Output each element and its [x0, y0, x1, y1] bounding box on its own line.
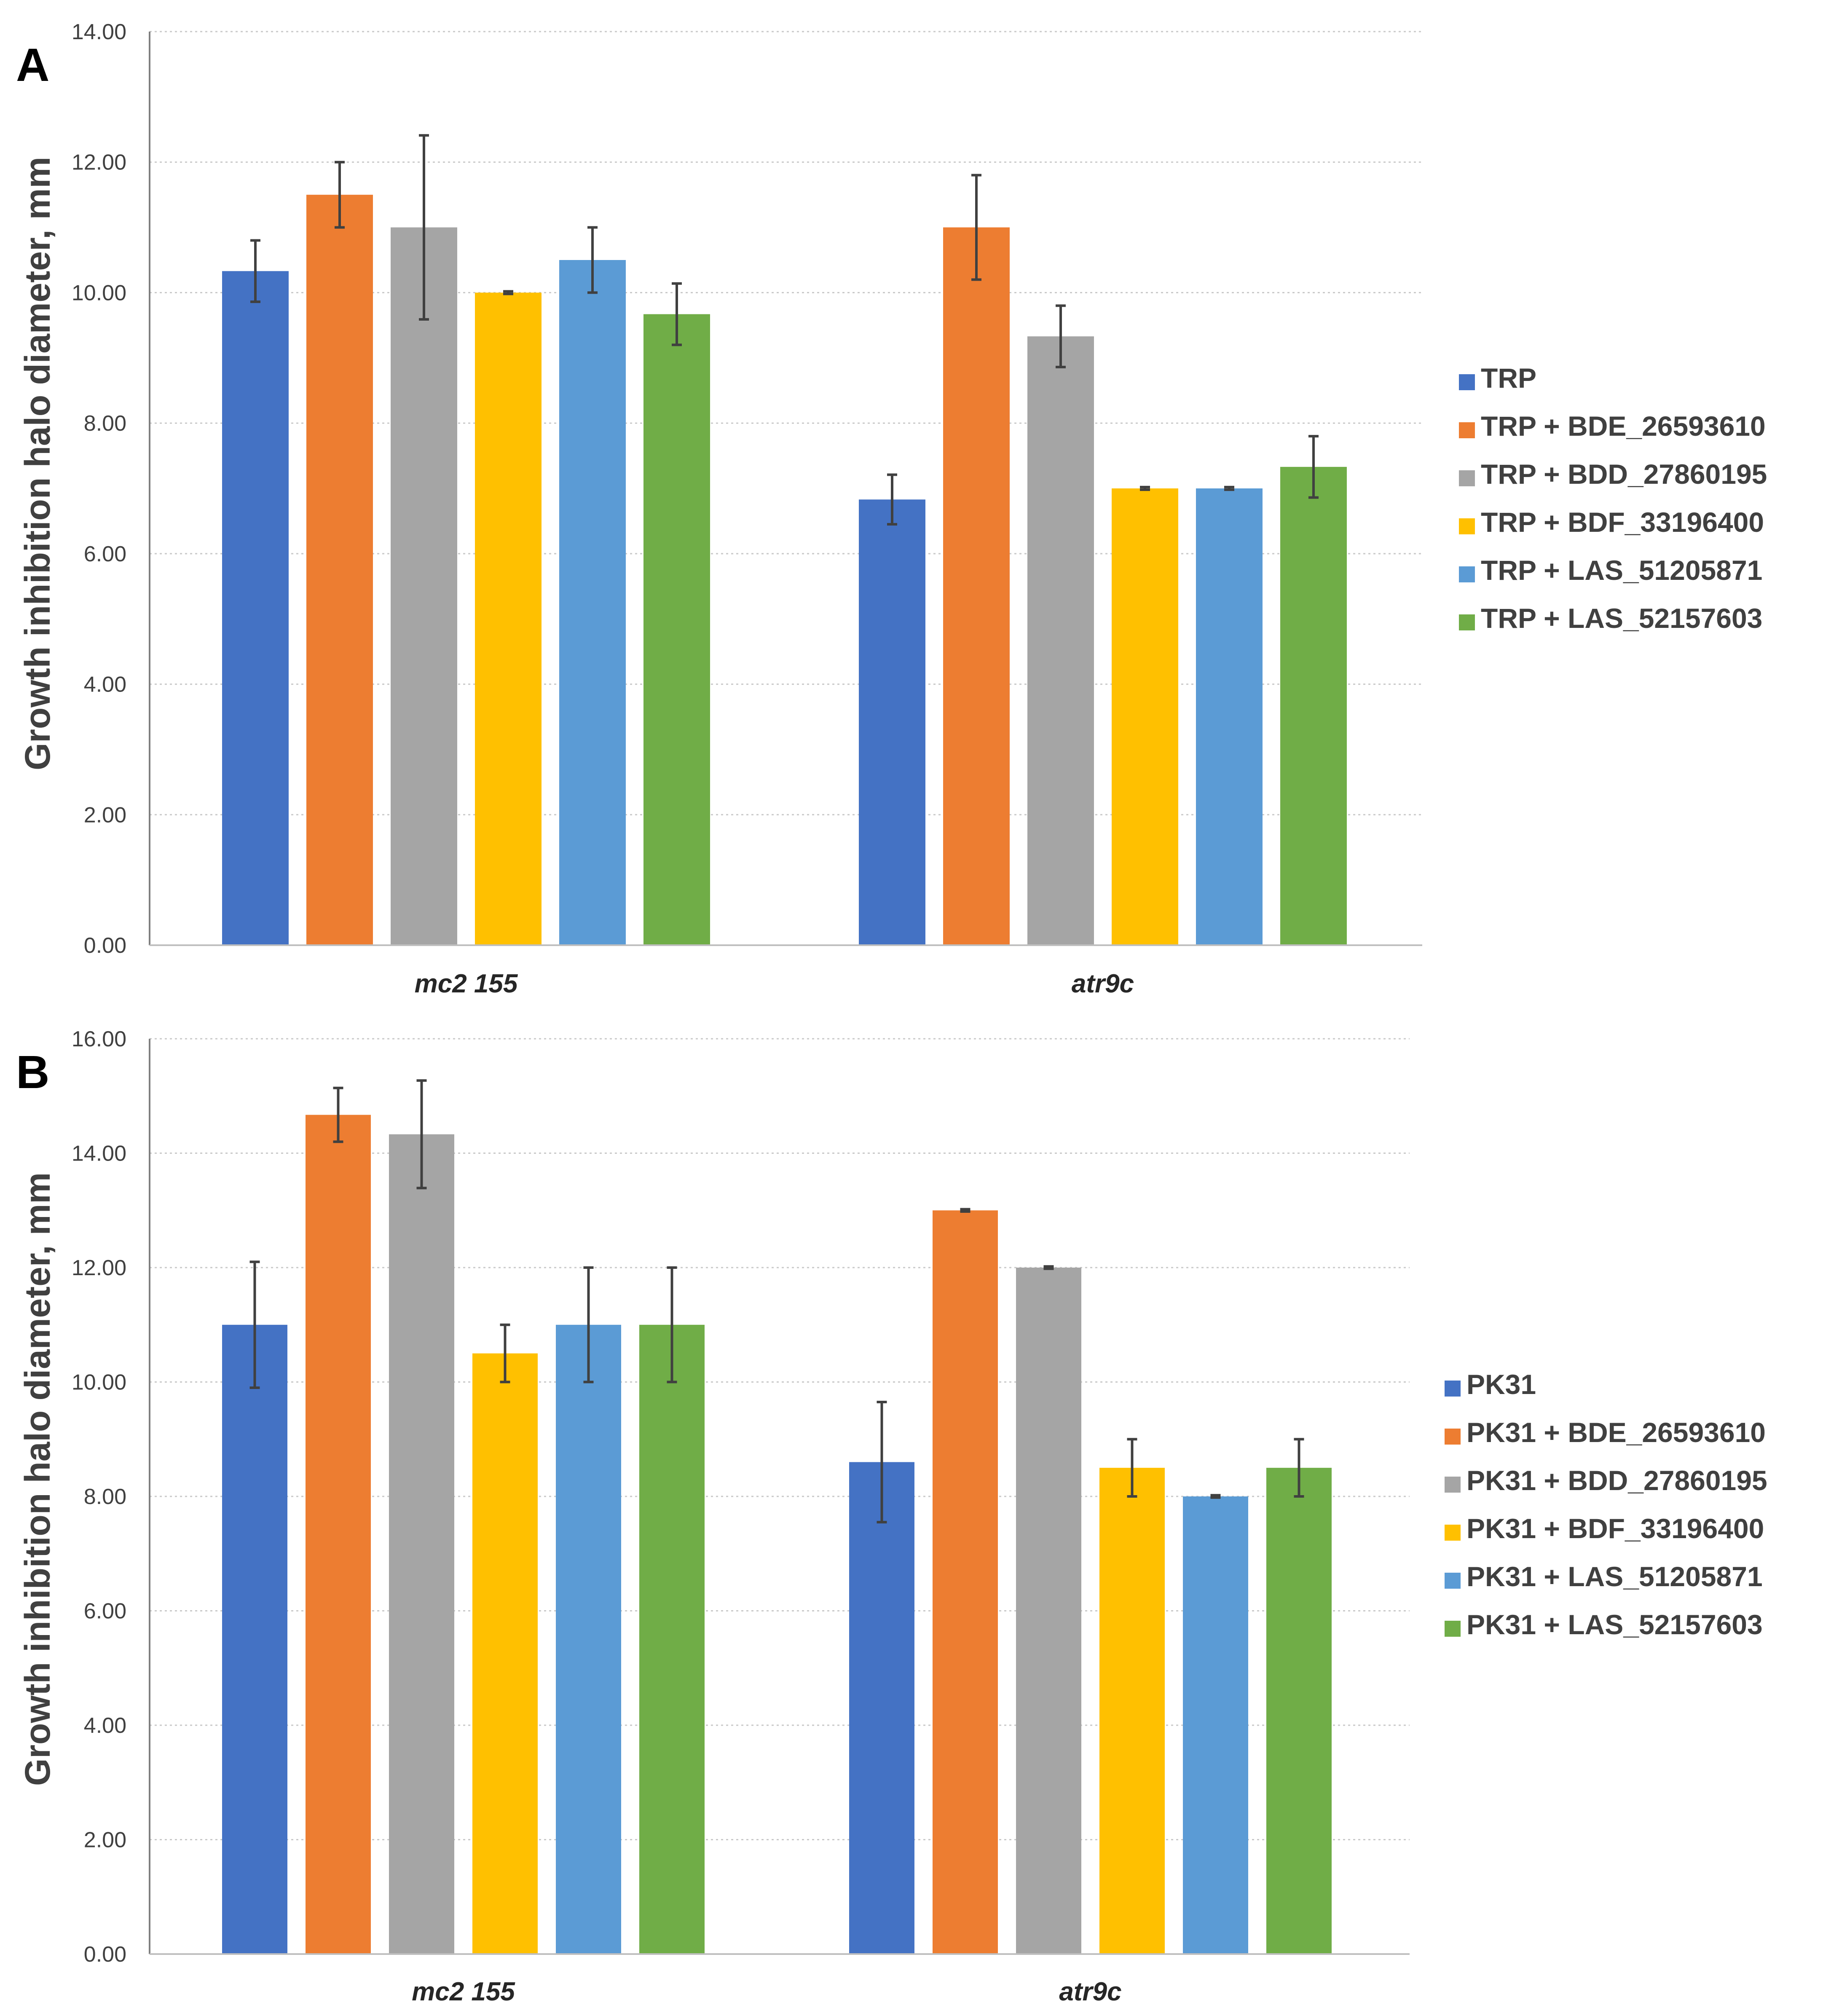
panel-b-y-axis-label: Growth inhibition halo diameter, mm	[18, 1172, 57, 1786]
panel-b-bar	[389, 1134, 454, 1954]
panel-b-y-tick-label: 8.00	[84, 1485, 126, 1509]
panel-a-y-ticks: 0.00 2.00 4.00 6.00 8.00 10.00 12.00 14.00	[72, 20, 126, 958]
panel-a-legend-label: TRP + BDE_26593610	[1481, 410, 1766, 442]
panel-a-y-tick-label: 6.00	[84, 542, 126, 566]
panel-a-category-labels: mc2 155 atr9c	[415, 969, 1134, 998]
panel-a-legend-swatch	[1459, 518, 1475, 534]
panel-a-y-tick-label: 10.00	[72, 281, 126, 305]
panel-a-legend-label: TRP	[1481, 362, 1536, 394]
panel-b-letter: B	[16, 1046, 49, 1098]
panel-b-y-tick-label: 4.00	[84, 1713, 126, 1738]
panel-a-bar	[1196, 488, 1263, 945]
panel-a-legend-swatch	[1459, 470, 1475, 486]
panel-b-legend-swatch	[1445, 1621, 1461, 1637]
panel-b-category-labels: mc2 155 atr9c	[412, 1977, 1121, 2006]
panel-a-y-tick-label: 2.00	[84, 803, 126, 827]
panel-a-bar	[859, 499, 925, 945]
panel-a-legend-swatch	[1459, 614, 1475, 630]
panel-b-axes	[149, 1039, 1410, 1955]
panel-a-bar	[943, 227, 1010, 945]
panel-a: A Growth inhibition halo diameter, mm 0.…	[16, 20, 1767, 998]
panel-b-bar	[472, 1353, 538, 1954]
panel-b-legend: PK31 PK31 + BDE_26593610 PK31 + BDD_278601…	[1445, 1369, 1767, 1640]
panel-a-bar	[1027, 336, 1094, 945]
panel-b-legend-label: PK31 + LAS_52157603	[1466, 1609, 1763, 1640]
panel-b-bar	[933, 1210, 998, 1954]
panel-b-legend-swatch	[1445, 1573, 1461, 1589]
panel-b-bars	[222, 1115, 1332, 1954]
panel-a-y-tick-label: 0.00	[84, 933, 126, 958]
panel-b-y-tick-label: 10.00	[72, 1370, 126, 1395]
panel-b: B Growth inhibition halo diameter, mm 0.…	[16, 1027, 1767, 2006]
panel-b-category-label: atr9c	[1059, 1977, 1121, 2006]
panel-a-error-bars	[250, 134, 1319, 526]
panel-b-bar	[1266, 1468, 1332, 1954]
panel-b-bar	[1183, 1496, 1248, 1954]
panel-b-bar	[306, 1115, 371, 1954]
panel-b-bar	[556, 1324, 621, 1954]
panel-b-y-tick-label: 16.00	[72, 1027, 126, 1051]
panel-b-y-tick-label: 12.00	[72, 1256, 126, 1280]
panel-a-bar	[643, 314, 710, 945]
panel-a-legend-swatch	[1459, 566, 1475, 582]
panel-a-legend-swatch	[1459, 422, 1475, 438]
panel-a-bar	[559, 260, 626, 945]
panel-b-legend-swatch	[1445, 1381, 1461, 1397]
panel-b-legend-swatch	[1445, 1525, 1461, 1541]
panel-a-legend-label: TRP + BDD_27860195	[1481, 458, 1767, 490]
panel-a-bar	[475, 292, 542, 945]
panel-b-bar	[222, 1324, 287, 1954]
panel-b-legend-label: PK31 + BDE_26593610	[1466, 1417, 1766, 1448]
panel-b-category-label: mc2 155	[412, 1977, 515, 2006]
panel-b-bar	[1016, 1268, 1081, 1954]
panel-a-bar	[222, 271, 289, 946]
panel-a-category-label: mc2 155	[415, 969, 518, 998]
panel-a-legend-label: TRP + LAS_51205871	[1481, 555, 1762, 586]
panel-b-legend-label: PK31 + LAS_51205871	[1466, 1561, 1763, 1592]
panel-a-legend: TRP TRP + BDE_26593610 TRP + BDD_27860195 T…	[1459, 362, 1767, 634]
panel-a-y-tick-label: 8.00	[84, 411, 126, 436]
panel-b-legend-swatch	[1445, 1429, 1461, 1445]
panel-a-bar	[1112, 488, 1178, 945]
panel-b-bar	[849, 1462, 914, 1954]
panel-a-legend-label: TRP + LAS_52157603	[1481, 603, 1762, 634]
panel-b-y-tick-label: 2.00	[84, 1828, 126, 1852]
panel-a-bar	[306, 195, 373, 946]
panel-a-y-tick-label: 14.00	[72, 20, 126, 44]
panel-a-y-tick-label: 12.00	[72, 150, 126, 175]
panel-b-y-tick-label: 6.00	[84, 1599, 126, 1624]
panel-b-bar	[639, 1324, 705, 1954]
panel-b-legend-label: PK31	[1466, 1369, 1536, 1400]
panel-b-y-ticks: 0.00 2.00 4.00 6.00 8.00 10.00 12.00 14.00 16.00	[72, 1027, 126, 1967]
panel-a-legend-label: TRP + BDF_33196400	[1481, 507, 1764, 538]
panel-b-y-tick-label: 0.00	[84, 1942, 126, 1967]
panel-b-error-bars	[249, 1079, 1304, 1524]
panel-b-legend-label: PK31 + BDD_27860195	[1466, 1465, 1767, 1496]
panel-a-bar	[391, 227, 457, 945]
panel-b-y-tick-label: 14.00	[72, 1142, 126, 1166]
panel-a-category-label: atr9c	[1072, 969, 1134, 998]
panel-a-axes	[149, 32, 1422, 946]
panel-a-y-tick-label: 4.00	[84, 673, 126, 697]
panel-b-legend-swatch	[1445, 1477, 1461, 1493]
panel-a-legend-swatch	[1459, 374, 1475, 390]
panel-b-bar	[1099, 1468, 1165, 1954]
panel-a-bar	[1280, 466, 1347, 945]
panel-b-legend-label: PK31 + BDF_33196400	[1466, 1513, 1764, 1544]
panel-a-y-axis-label: Growth inhibition halo diameter, mm	[18, 157, 57, 770]
panel-a-letter: A	[16, 39, 49, 91]
panel-a-bars	[222, 195, 1347, 946]
